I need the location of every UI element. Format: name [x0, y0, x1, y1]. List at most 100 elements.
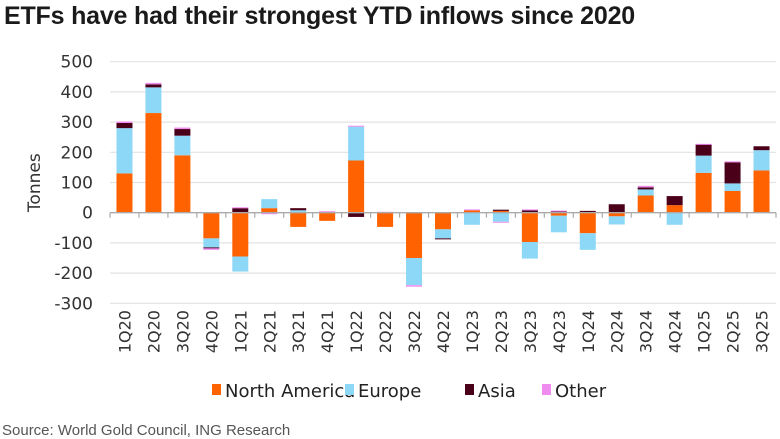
bar-other	[724, 161, 741, 163]
bar-asia	[116, 123, 133, 129]
x-tick-label: 4Q20	[202, 310, 221, 353]
bar-europe	[463, 212, 480, 225]
bar-asia	[666, 196, 683, 206]
bar-asia	[290, 208, 307, 211]
bar-north-america	[116, 173, 133, 213]
bar-europe	[724, 183, 741, 191]
x-tick-label: 2Q24	[608, 310, 627, 353]
x-tick-label: 4Q22	[434, 310, 453, 353]
bar-other	[492, 221, 509, 223]
y-tick-label: -100	[54, 234, 93, 254]
x-tick-label: 2Q20	[144, 310, 163, 353]
bar-other	[521, 209, 538, 211]
bar-north-america	[406, 212, 423, 258]
bar-north-america	[261, 208, 278, 213]
bar-europe	[435, 229, 451, 239]
bar-asia	[435, 238, 451, 240]
y-tick-label: 300	[61, 113, 93, 133]
bar-europe	[174, 135, 191, 156]
bar-north-america	[203, 212, 220, 239]
bar-north-america	[695, 172, 712, 213]
x-tick-label: 3Q21	[289, 310, 308, 353]
bar-other	[174, 127, 191, 130]
x-tick-label: 3Q24	[637, 310, 656, 353]
y-axis-label: Tonnes	[25, 153, 45, 213]
bar-north-america	[348, 160, 365, 213]
bar-asia	[145, 84, 162, 88]
bar-europe	[348, 126, 365, 161]
y-tick-label: 500	[61, 53, 93, 73]
bar-north-america	[435, 212, 451, 230]
bar-other	[348, 125, 365, 127]
bar-north-america	[290, 212, 307, 227]
bar-north-america	[579, 212, 596, 234]
bar-north-america	[492, 210, 509, 213]
bar-north-america	[521, 212, 538, 242]
bar-asia	[232, 208, 249, 213]
bar-north-america	[724, 190, 741, 213]
bar-other	[695, 143, 712, 145]
x-tick-label: 2Q23	[492, 310, 511, 353]
x-tick-label: 1Q21	[231, 310, 250, 353]
bar-europe	[695, 155, 712, 173]
bar-europe	[521, 241, 538, 259]
bar-other	[319, 211, 336, 213]
bar-north-america	[232, 212, 249, 257]
x-tick-label: 2Q25	[724, 310, 743, 353]
bar-north-america	[174, 155, 191, 213]
bar-europe	[232, 256, 249, 272]
legend-label: Europe	[358, 381, 421, 402]
bar-europe	[492, 212, 509, 222]
bar-other	[463, 209, 480, 211]
legend-swatch-asia	[465, 384, 474, 395]
x-tick-label: 4Q23	[550, 310, 569, 353]
bar-europe	[579, 233, 596, 250]
bar-europe	[290, 210, 307, 213]
legend-swatch-other	[542, 384, 551, 395]
x-tick-label: 2Q22	[376, 310, 395, 353]
bar-asia	[695, 144, 712, 156]
x-tick-label: 3Q22	[405, 310, 424, 353]
legend-swatch-europe	[345, 384, 354, 395]
bar-other	[232, 207, 249, 209]
bar-north-america	[463, 210, 480, 213]
y-tick-label: 200	[61, 143, 93, 163]
bar-north-america	[608, 212, 625, 217]
bar-asia	[550, 211, 567, 213]
bar-north-america	[550, 212, 567, 216]
y-tick-label: 0	[82, 204, 93, 224]
bar-north-america	[753, 170, 770, 213]
bar-north-america	[377, 212, 394, 227]
bar-other	[637, 185, 654, 188]
bar-europe	[145, 87, 162, 114]
bar-north-america	[145, 113, 162, 213]
bar-europe	[637, 189, 654, 196]
bar-europe	[666, 212, 683, 225]
bar-europe	[753, 150, 770, 171]
bar-europe	[261, 199, 278, 209]
y-tick-label: -300	[54, 294, 93, 314]
bar-other	[406, 285, 423, 287]
source-note: Source: World Gold Council, ING Research	[2, 422, 291, 439]
bar-other	[550, 210, 567, 212]
x-tick-label: 3Q25	[753, 310, 772, 353]
legend-label: Asia	[478, 381, 516, 402]
x-tick-label: 4Q21	[318, 310, 337, 353]
y-tick-label: -200	[54, 264, 93, 284]
x-tick-label: 3Q23	[521, 310, 540, 353]
bar-asia	[753, 146, 770, 151]
bar-asia	[521, 210, 538, 213]
bar-other	[116, 121, 133, 124]
x-tick-label: 1Q25	[695, 310, 714, 353]
y-tick-label: 100	[61, 174, 93, 194]
bar-europe	[203, 238, 220, 248]
y-tick-label: 400	[61, 83, 93, 103]
bar-europe	[550, 215, 567, 233]
bar-asia	[579, 210, 596, 213]
x-tick-label: 2Q21	[260, 310, 279, 353]
legend-label: Other	[555, 381, 607, 402]
legend-swatch-north-america	[212, 384, 221, 395]
bar-north-america	[319, 212, 336, 221]
chart-title: ETFs have had their strongest YTD inflow…	[4, 2, 635, 30]
bar-asia	[492, 209, 509, 211]
